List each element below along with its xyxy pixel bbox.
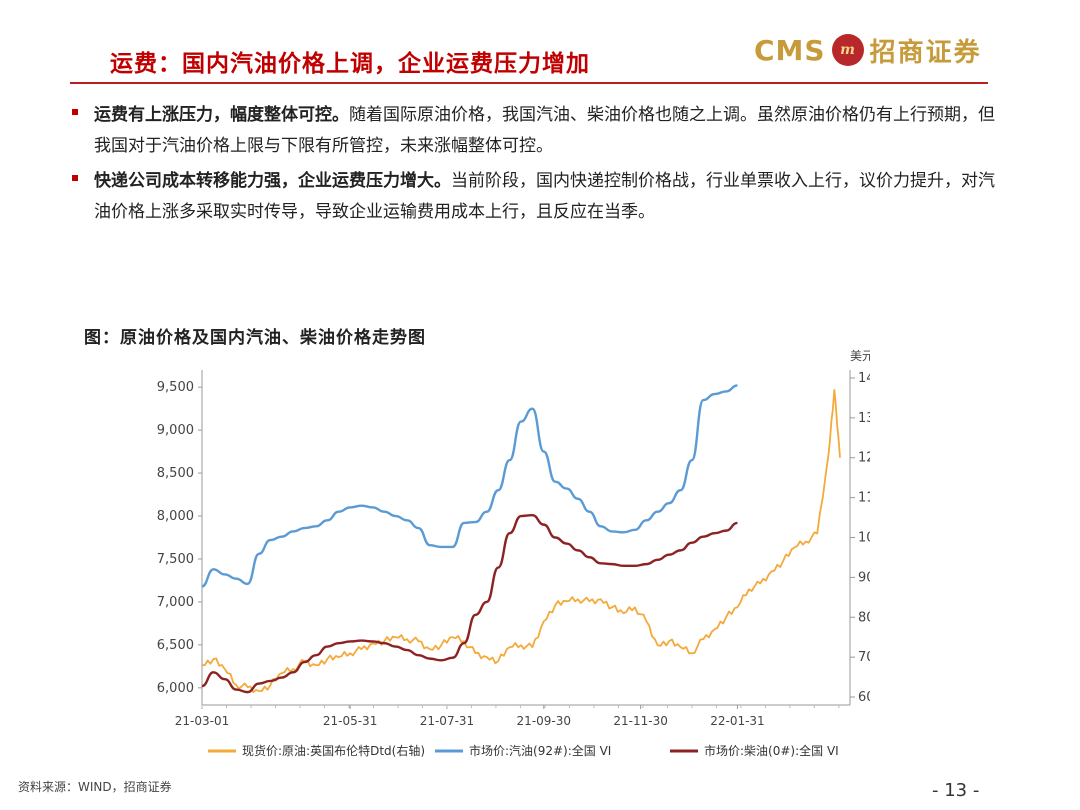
source-note: 资料来源：WIND，招商证券 bbox=[18, 780, 172, 794]
right-tick-label: 130 bbox=[858, 411, 870, 426]
bullet-list: 运费有上涨压力，幅度整体可控。随着国际原油价格，我国汽油、柴油价格也随之上调。虽… bbox=[72, 100, 1002, 232]
left-tick-label: 8,000 bbox=[157, 509, 194, 524]
company-logo: CMS m 招商证券 bbox=[754, 30, 982, 70]
left-tick-label: 8,500 bbox=[157, 466, 194, 481]
left-tick-label: 9,000 bbox=[157, 423, 194, 438]
header-divider bbox=[70, 82, 988, 84]
series-line bbox=[201, 389, 841, 694]
series-line bbox=[201, 384, 738, 588]
price-chart: 6,000 6,500 7,000 7,500 8,000 8,500 9,000 9,500… bbox=[150, 340, 890, 780]
series-line bbox=[201, 513, 738, 694]
figure-title: 图：原油价格及国内汽油、柴油价格走势图 bbox=[84, 328, 426, 348]
legend-label: 市场价:柴油(0#):全国 VI bbox=[704, 743, 839, 758]
x-tick-label: 21-11-30 bbox=[613, 714, 667, 728]
chart-svg: 6,000 6,500 7,000 7,500 8,000 8,500 9,000 9,500… bbox=[157, 348, 890, 758]
legend-label: 现货价:原油:英国布伦特Dtd(右轴) bbox=[242, 743, 425, 758]
right-tick-label: 60 bbox=[858, 690, 870, 705]
bullet-lead: 运费有上涨压力，幅度整体可控。 bbox=[94, 105, 349, 125]
logo-cms-text: CMS bbox=[754, 33, 826, 67]
left-tick-label: 7,500 bbox=[157, 552, 194, 567]
bullet-item: 运费有上涨压力，幅度整体可控。随着国际原油价格，我国汽油、柴油价格也随之上调。虽… bbox=[72, 100, 1002, 162]
page-number: - 13 - bbox=[932, 780, 980, 801]
left-tick-label: 7,000 bbox=[157, 595, 194, 610]
right-tick-label: 80 bbox=[858, 610, 870, 625]
left-tick-label: 9,500 bbox=[157, 380, 194, 395]
x-tick-label: 21-05-31 bbox=[323, 714, 377, 728]
right-tick-label: 120 bbox=[858, 451, 870, 466]
left-tick-label: 6,000 bbox=[157, 681, 194, 696]
logo-badge-icon: m bbox=[831, 34, 864, 66]
logo-cn-text: 招商证券 bbox=[869, 37, 982, 68]
right-tick-label: 110 bbox=[858, 491, 870, 506]
bullet-text: 随着国际原油价格，我国汽油、柴油价格也随之上调。虽然原油价格仍有上行预期，但我国… bbox=[94, 105, 995, 156]
right-tick-label: 140 bbox=[858, 371, 870, 386]
right-axis-unit: 美元/桶 bbox=[850, 348, 870, 363]
x-tick-label: 21-07-31 bbox=[420, 714, 474, 728]
bullet-item: 快递公司成本转移能力强，企业运费压力增大。当前阶段，国内快递控制价格战，行业单票… bbox=[72, 166, 1002, 228]
bullet-lead: 快递公司成本转移能力强，企业运费压力增大。 bbox=[94, 171, 451, 191]
right-tick-label: 100 bbox=[858, 531, 870, 546]
bullet-text: 当前阶段，国内快递控制价格战，行业单票收入上行，议价力提升，对汽油价格上涨多采取… bbox=[94, 171, 995, 222]
legend-label: 市场价:汽油(92#):全国 VI bbox=[469, 743, 611, 758]
x-tick-label: 21-03-01 bbox=[175, 714, 229, 728]
page-title: 运费：国内汽油价格上调，企业运费压力增加 bbox=[110, 50, 590, 77]
x-tick-label: 22-01-31 bbox=[710, 714, 764, 728]
right-tick-label: 70 bbox=[858, 650, 870, 665]
right-tick-label: 90 bbox=[858, 570, 870, 585]
left-tick-label: 6,500 bbox=[157, 638, 194, 653]
x-tick-label: 21-09-30 bbox=[517, 714, 571, 728]
